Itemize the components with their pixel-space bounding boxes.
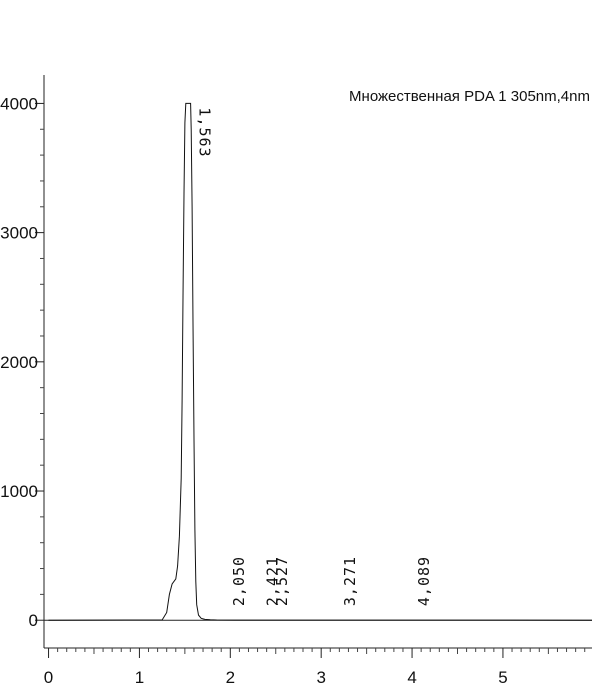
series-line [48, 102, 593, 621]
x-tick-label: 3 [316, 668, 325, 687]
x-tick-label: 2 [226, 668, 235, 687]
x-tick-label: 0 [44, 668, 53, 687]
x-tick-label: 4 [407, 668, 416, 687]
peak-label: 4,089 [415, 556, 433, 606]
y-tick-label: 3000 [0, 224, 38, 243]
y-tick-label: 2000 [0, 353, 38, 372]
x-tick-label: 1 [135, 668, 144, 687]
y-tick-label: 1000 [0, 482, 38, 501]
x-tick-label: 5 [498, 668, 507, 687]
peak-label: 1,563 [196, 107, 214, 157]
y-tick-label: 4000 [0, 94, 38, 113]
peak-label: 2,050 [230, 556, 248, 606]
peak-label: 3,271 [341, 556, 359, 606]
peak-label: 2,421 [264, 556, 282, 606]
y-tick-label: 0 [29, 611, 38, 630]
peak-label: 2,527 [273, 556, 291, 606]
legend-entry: Множественная PDA 1 305nm,4nm [349, 88, 590, 105]
